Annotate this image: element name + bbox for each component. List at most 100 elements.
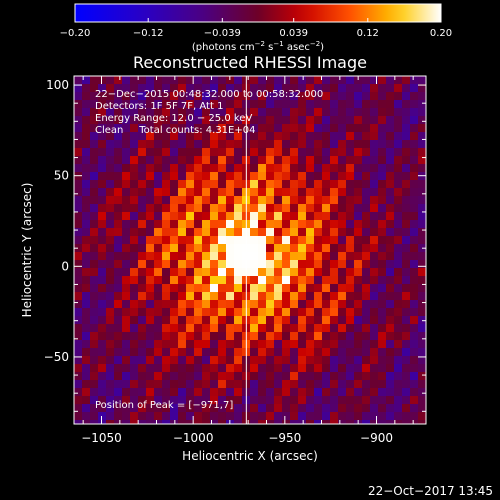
heatmap-cell (234, 76, 243, 85)
heatmap-cell (282, 164, 291, 173)
heatmap-cell (106, 268, 115, 277)
heatmap-cell (194, 92, 203, 101)
heatmap-cell (114, 108, 123, 117)
heatmap-cell (306, 268, 315, 277)
heatmap-cell (330, 124, 339, 133)
heatmap-cell (354, 252, 363, 261)
heatmap-cell (418, 268, 426, 277)
heatmap-cell (130, 140, 139, 149)
heatmap-cell (290, 300, 299, 309)
heatmap-cell (266, 252, 275, 261)
heatmap-cell (354, 164, 363, 173)
heatmap-cell (186, 324, 195, 333)
heatmap-cell (194, 356, 203, 365)
heatmap-cell (218, 380, 227, 389)
heatmap-cell (250, 324, 259, 333)
heatmap-cell (330, 220, 339, 229)
heatmap-cell (114, 148, 123, 157)
heatmap-cell (154, 244, 163, 253)
heatmap-cell (258, 332, 267, 341)
heatmap-cell (234, 316, 243, 325)
heatmap-cell (386, 92, 395, 101)
heatmap-cell (90, 348, 99, 357)
heatmap-cell (154, 156, 163, 165)
heatmap-cell (394, 252, 403, 261)
heatmap-cell (330, 292, 339, 301)
heatmap-cell (186, 220, 195, 229)
heatmap-cell (362, 316, 371, 325)
heatmap-cell (298, 132, 307, 141)
heatmap-cell (74, 420, 83, 424)
heatmap-cell (186, 84, 195, 93)
heatmap-cell (386, 132, 395, 141)
heatmap-cell (226, 356, 235, 365)
heatmap-cell (322, 92, 331, 101)
heatmap-cell (354, 172, 363, 181)
heatmap-cell (378, 212, 387, 221)
heatmap-cell (298, 116, 307, 125)
heatmap-cell (306, 132, 315, 141)
heatmap-cell (410, 380, 419, 389)
heatmap-cell (90, 260, 99, 269)
heatmap-cell (122, 388, 131, 397)
heatmap-cell (122, 284, 131, 293)
heatmap-cell (82, 148, 91, 157)
heatmap-cell (402, 396, 411, 405)
heatmap-cell (282, 140, 291, 149)
heatmap-cell (418, 76, 426, 85)
heatmap-cell (306, 164, 315, 173)
heatmap-cell (386, 236, 395, 245)
heatmap-cell (298, 284, 307, 293)
heatmap-cell (258, 276, 267, 285)
heatmap-cell (282, 228, 291, 237)
heatmap-cell (274, 300, 283, 309)
heatmap-cell (114, 188, 123, 197)
heatmap-cell (258, 316, 267, 325)
heatmap-cell (74, 292, 83, 301)
heatmap-cell (138, 204, 147, 213)
heatmap-cell (290, 236, 299, 245)
heatmap-cell (234, 396, 243, 405)
heatmap-cell (354, 132, 363, 141)
heatmap-cell (226, 140, 235, 149)
heatmap-cell (130, 124, 139, 133)
heatmap-cell (90, 124, 99, 133)
heatmap-cell (218, 420, 227, 424)
heatmap-cell (82, 412, 91, 421)
heatmap-cell (346, 268, 355, 277)
heatmap-cell (202, 380, 211, 389)
heatmap-cell (362, 156, 371, 165)
heatmap-cell (266, 348, 275, 357)
heatmap-cell (314, 196, 323, 205)
heatmap-cell (202, 196, 211, 205)
heatmap-cell (202, 252, 211, 261)
heatmap-cell (186, 292, 195, 301)
heatmap-cell (114, 100, 123, 109)
heatmap-cell (210, 164, 219, 173)
heatmap-cell (378, 244, 387, 253)
heatmap-cell (170, 116, 179, 125)
heatmap-cell (98, 236, 107, 245)
heatmap-cell (162, 76, 171, 85)
heatmap-cell (186, 108, 195, 117)
heatmap-cell (314, 164, 323, 173)
heatmap-cell (194, 332, 203, 341)
heatmap-cell (170, 412, 179, 421)
heatmap-cell (282, 172, 291, 181)
heatmap-cell (298, 356, 307, 365)
heatmap-cell (330, 156, 339, 165)
heatmap-cell (162, 204, 171, 213)
heatmap-cell (202, 356, 211, 365)
heatmap-cell (282, 108, 291, 117)
heatmap-cell (170, 308, 179, 317)
heatmap-cell (122, 236, 131, 245)
heatmap-cell (194, 148, 203, 157)
heatmap-cell (330, 340, 339, 349)
heatmap-cell (378, 276, 387, 285)
heatmap-cell (250, 396, 259, 405)
heatmap-cell (170, 292, 179, 301)
heatmap-cell (210, 84, 219, 93)
heatmap-cell (98, 324, 107, 333)
heatmap-cell (98, 148, 107, 157)
